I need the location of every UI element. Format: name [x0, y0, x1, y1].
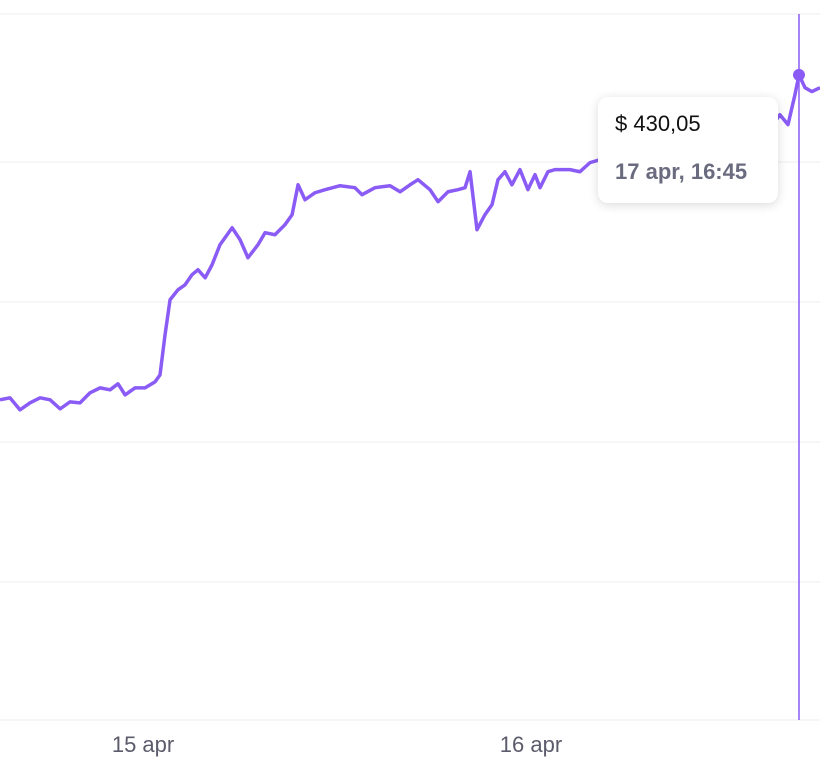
tooltip-value: $ 430,05 [615, 111, 701, 136]
x-tick-label: 16 apr [500, 732, 562, 757]
hover-point [792, 68, 805, 81]
x-tick-label: 15 apr [112, 732, 174, 757]
grid [0, 13, 820, 721]
tooltip-date: 17 apr, 16:45 [615, 159, 748, 184]
tooltip: $ 430,05 17 apr, 16:45 [598, 97, 778, 203]
